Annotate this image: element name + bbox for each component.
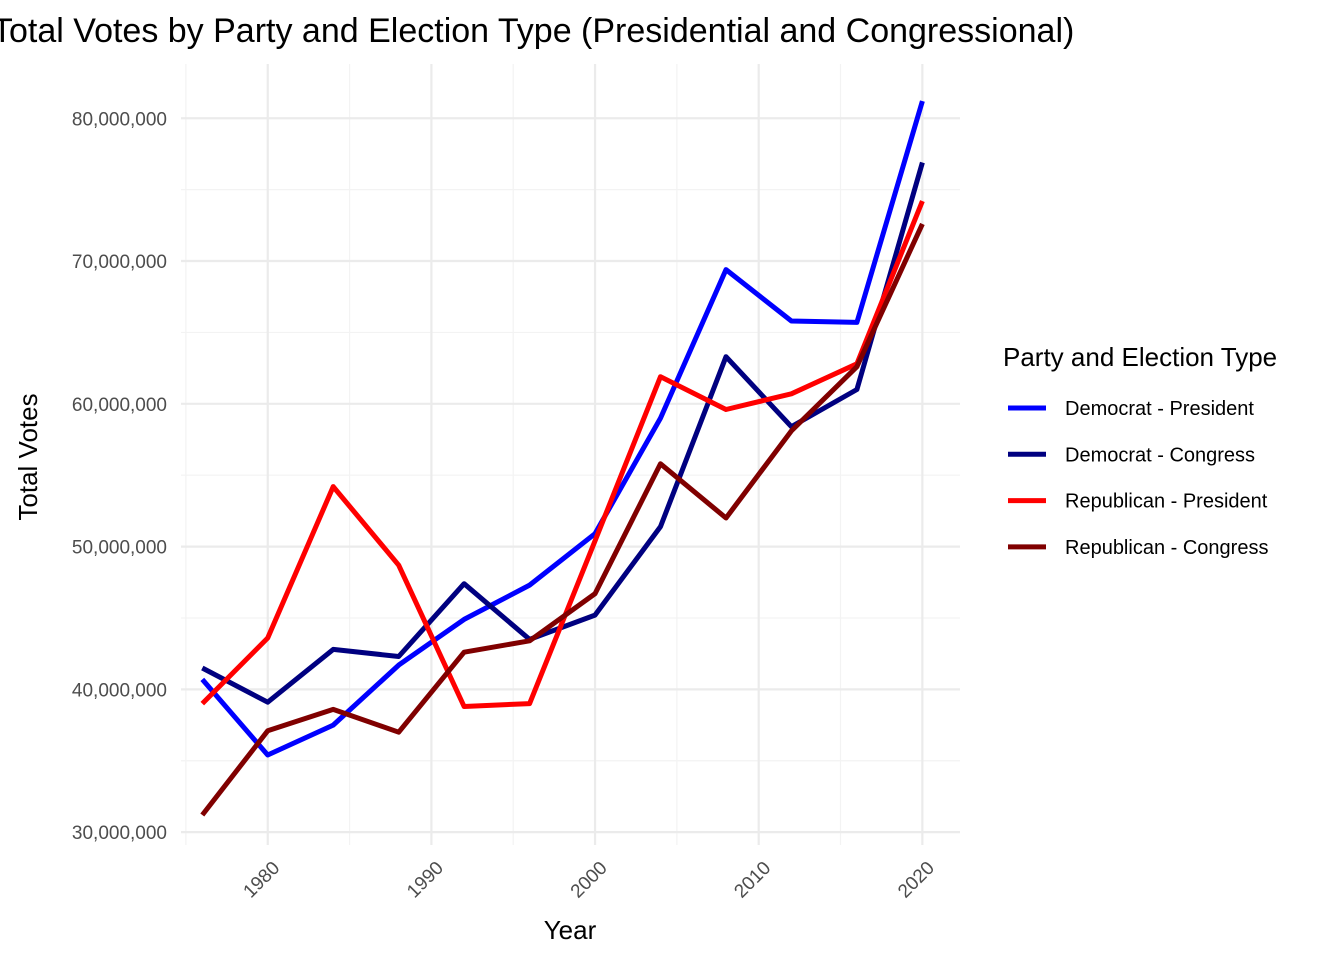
x-tick-label: 2010 bbox=[730, 858, 775, 903]
legend-label: Democrat - President bbox=[1065, 398, 1254, 420]
legend-label: Democrat - Congress bbox=[1065, 444, 1255, 466]
y-tick-label: 70,000,000 bbox=[72, 252, 167, 273]
legend-title: Party and Election Type bbox=[1003, 342, 1277, 372]
series-lines bbox=[200, 100, 925, 817]
x-axis-ticks: 1980 1990 2000 2010 2020 bbox=[240, 858, 939, 903]
y-axis-title: Total Votes bbox=[13, 393, 43, 520]
series-line-democrat-president bbox=[200, 100, 925, 758]
x-tick-label: 2000 bbox=[567, 858, 612, 903]
x-tick-label: 1980 bbox=[240, 858, 285, 903]
x-tick-label: 2020 bbox=[894, 858, 939, 903]
y-tick-label: 80,000,000 bbox=[72, 109, 167, 130]
y-tick-label: 40,000,000 bbox=[72, 680, 167, 701]
y-tick-label: 50,000,000 bbox=[72, 538, 167, 559]
legend: Party and Election Type Democrat - Presi… bbox=[1003, 342, 1277, 559]
chart-title: Total Votes by Party and Election Type (… bbox=[0, 12, 1074, 50]
series-line-republican-congress bbox=[200, 222, 925, 817]
legend-label: Republican - Congress bbox=[1065, 537, 1268, 559]
x-tick-label: 1990 bbox=[403, 858, 448, 903]
series-line-republican-president bbox=[200, 200, 925, 709]
x-axis-title: Year bbox=[544, 915, 597, 945]
legend-label: Republican - President bbox=[1065, 491, 1268, 513]
y-tick-label: 60,000,000 bbox=[72, 395, 167, 416]
y-tick-label: 30,000,000 bbox=[72, 823, 167, 844]
y-axis-ticks: 30,000,000 40,000,000 50,000,000 60,000,000… bbox=[72, 109, 167, 844]
grid bbox=[181, 64, 960, 845]
